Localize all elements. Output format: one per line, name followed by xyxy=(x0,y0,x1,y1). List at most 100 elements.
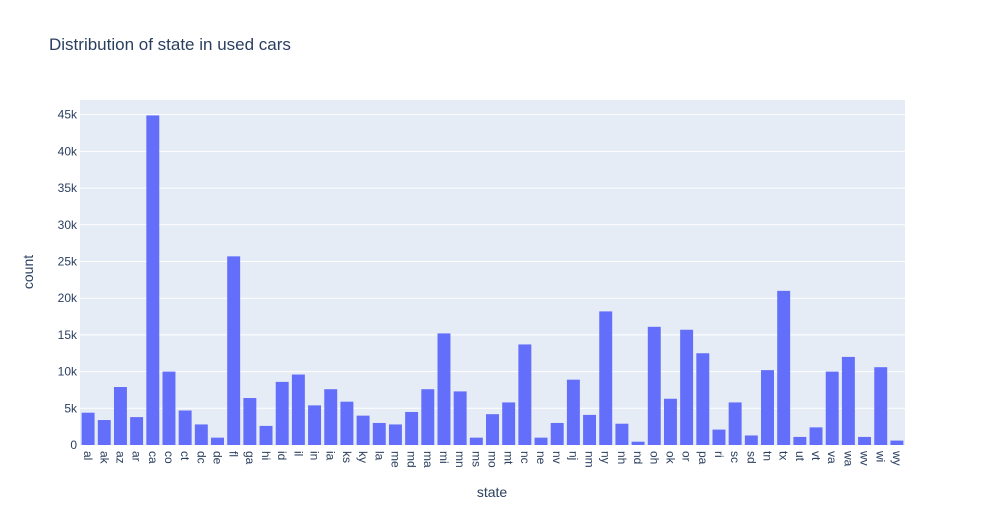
x-tick-label: wv xyxy=(858,450,872,466)
bar-ar[interactable] xyxy=(130,417,144,445)
y-tick-label: 35k xyxy=(58,181,78,195)
bar-in[interactable] xyxy=(308,405,322,445)
bar-sc[interactable] xyxy=(728,402,742,445)
x-tick-label: ga xyxy=(243,451,257,465)
x-tick-label: ct xyxy=(178,451,192,461)
bar-az[interactable] xyxy=(113,387,127,445)
bar-pa[interactable] xyxy=(696,353,710,445)
x-tick-label: in xyxy=(308,451,322,460)
bar-nd[interactable] xyxy=(631,441,645,445)
x-tick-label: me xyxy=(388,451,402,468)
x-tick-label: ky xyxy=(356,451,370,463)
gridlines xyxy=(80,114,905,409)
x-tick-label: ok xyxy=(663,451,677,465)
x-tick-label: ms xyxy=(469,451,483,467)
bar-ks[interactable] xyxy=(340,401,354,445)
y-tick-label: 10k xyxy=(58,365,78,379)
bar-vt[interactable] xyxy=(809,427,823,445)
bars xyxy=(81,115,904,446)
bar-nj[interactable] xyxy=(566,379,580,445)
x-tick-label: pa xyxy=(696,451,710,465)
bar-va[interactable] xyxy=(825,371,839,445)
y-tick-label: 45k xyxy=(58,108,78,122)
x-tick-label: ri xyxy=(712,451,726,458)
x-tick-label: md xyxy=(405,451,419,468)
bar-nv[interactable] xyxy=(550,422,564,445)
x-tick-label: nm xyxy=(583,451,597,468)
bar-wv[interactable] xyxy=(858,436,872,445)
bar-ms[interactable] xyxy=(469,437,483,445)
bar-ak[interactable] xyxy=(97,420,111,445)
x-tick-label: de xyxy=(211,451,225,465)
x-tick-label: wi xyxy=(874,450,888,462)
x-tick-label: mo xyxy=(486,451,500,468)
y-tick-label: 5k xyxy=(64,401,78,415)
x-tick-label: id xyxy=(275,451,289,460)
x-tick-label: ia xyxy=(324,451,338,461)
bar-nh[interactable] xyxy=(615,423,629,445)
x-tick-label: ny xyxy=(599,451,613,464)
bar-hi[interactable] xyxy=(259,425,273,445)
bar-tn[interactable] xyxy=(761,370,774,445)
y-tick-label: 0 xyxy=(70,438,77,452)
bar-dc[interactable] xyxy=(194,424,208,445)
x-tick-label: ak xyxy=(97,451,111,465)
bar-ga[interactable] xyxy=(243,398,257,445)
x-tick-label: co xyxy=(162,451,176,464)
bar-ny[interactable] xyxy=(599,311,613,445)
x-tick-label: il xyxy=(291,451,305,456)
bar-mi[interactable] xyxy=(437,333,451,445)
bar-de[interactable] xyxy=(211,437,224,445)
x-tick-label: ma xyxy=(421,451,435,468)
bar-ok[interactable] xyxy=(663,398,677,445)
x-tick-label: ar xyxy=(130,451,144,462)
x-tick-labels: al ak az ar ca co ct dc de fl ga hi id il in ia ks ky la me… xyxy=(81,450,904,468)
bar-ia[interactable] xyxy=(324,389,338,445)
x-tick-label: nv xyxy=(550,451,564,464)
x-tick-label: sc xyxy=(728,451,742,463)
bar-or[interactable] xyxy=(680,329,694,445)
x-tick-label: vt xyxy=(809,451,823,461)
bar-sd[interactable] xyxy=(744,435,758,445)
y-tick-label: 20k xyxy=(58,291,78,305)
bar-wa[interactable] xyxy=(841,356,855,445)
bar-ma[interactable] xyxy=(421,389,435,445)
bar-ca[interactable] xyxy=(146,115,160,446)
bar-mn[interactable] xyxy=(453,391,467,445)
x-tick-label: ne xyxy=(534,451,548,465)
bar-md[interactable] xyxy=(405,411,419,445)
bar-il[interactable] xyxy=(291,374,305,445)
x-tick-label: sd xyxy=(744,451,758,464)
bar-co[interactable] xyxy=(162,371,176,445)
bar-ri[interactable] xyxy=(712,429,726,445)
bar-al[interactable] xyxy=(81,412,95,445)
x-tick-label: nh xyxy=(615,451,629,464)
bar-mt[interactable] xyxy=(502,402,516,445)
bar-ky[interactable] xyxy=(356,415,370,445)
x-tick-label: hi xyxy=(259,451,273,460)
x-tick-label: nd xyxy=(631,451,645,464)
bar-ut[interactable] xyxy=(793,436,807,445)
bar-id[interactable] xyxy=(275,381,289,445)
y-tick-label: 25k xyxy=(58,254,78,268)
bar-ne[interactable] xyxy=(534,437,548,445)
bar-tx[interactable] xyxy=(777,290,791,445)
bar-wy[interactable] xyxy=(890,440,904,445)
x-tick-label: fl xyxy=(227,451,241,457)
x-tick-label: mi xyxy=(437,451,451,464)
bar-me[interactable] xyxy=(388,424,402,445)
bar-ct[interactable] xyxy=(178,410,192,446)
bar-wi[interactable] xyxy=(874,367,888,445)
x-tick-label: wa xyxy=(841,450,855,467)
x-tick-label: dc xyxy=(194,451,208,464)
x-tick-label: az xyxy=(113,451,127,464)
bar-la[interactable] xyxy=(372,422,386,445)
bar-mo[interactable] xyxy=(486,414,499,445)
bar-oh[interactable] xyxy=(647,326,661,445)
bar-fl[interactable] xyxy=(227,256,241,445)
bar-nc[interactable] xyxy=(518,344,532,445)
x-tick-label: nj xyxy=(566,451,580,460)
bar-nm[interactable] xyxy=(583,414,597,445)
